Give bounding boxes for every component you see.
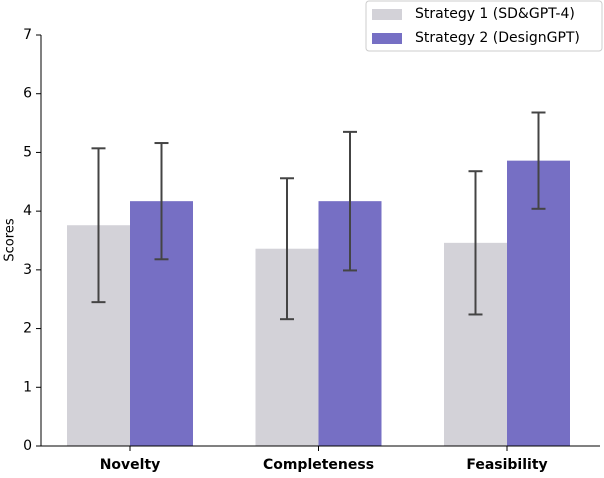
error-bar (154, 142, 169, 261)
legend-swatch (372, 9, 402, 20)
error-bar (531, 111, 546, 210)
y-tick-label: 2 (23, 321, 32, 337)
legend-label: Strategy 2 (DesignGPT) (415, 30, 580, 46)
y-tick-label: 5 (23, 144, 32, 160)
legend-swatch (372, 33, 402, 44)
y-tick-label: 7 (23, 27, 32, 43)
y-tick-label: 1 (23, 379, 32, 395)
y-tick-label: 4 (23, 203, 32, 219)
y-tick-label: 3 (23, 262, 32, 278)
error-bar (280, 177, 294, 321)
error-bar (468, 170, 483, 316)
x-tick-label: Feasibility (466, 457, 547, 473)
legend-box (365, 0, 603, 52)
legend-label: Strategy 1 (SD&GPT-4) (415, 6, 575, 22)
error-bar (343, 130, 357, 272)
y-tick-label: 0 (23, 438, 32, 454)
x-tick-label: Completeness (263, 457, 374, 473)
error-bar (91, 147, 106, 304)
y-axis-label: Scores (3, 218, 18, 261)
y-tick-label: 6 (23, 86, 32, 102)
x-tick-label: Novelty (100, 457, 161, 473)
